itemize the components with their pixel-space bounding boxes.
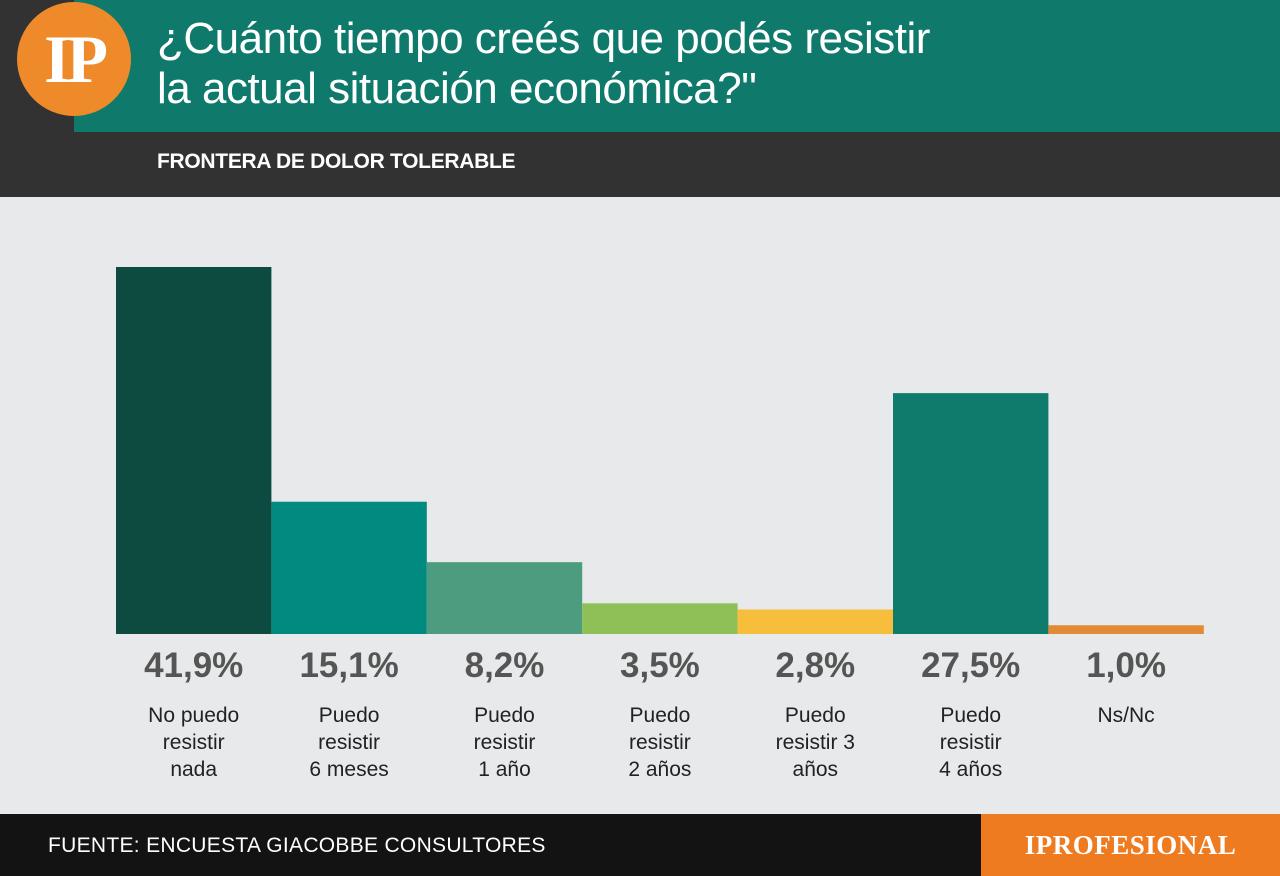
category-label-3-line-3: 1 año [478,758,531,781]
category-label-2-line-1: Puedo [319,704,380,727]
category-label-1-line-2: resistir [163,731,225,754]
category-label-4-line-1: Puedo [630,704,691,727]
chart-title-line-1: ¿Cuánto tiempo creés que podés resistir [157,14,930,63]
category-label-1-line-3: nada [170,758,217,781]
category-label-5-line-2: resistir 3 [776,731,855,754]
value-label-1: 41,9% [144,646,243,685]
source-note: FUENTE: ENCUESTA GIACOBBE CONSULTORES [48,834,546,857]
category-label-2-line-3: 6 meses [309,758,388,781]
category-label-6-line-2: resistir [940,731,1002,754]
chart-title-line-2: la actual situación económica?" [157,64,757,113]
iprofesional-logo: IPROFESIONAL [981,814,1280,876]
category-label-5-line-3: años [793,758,839,781]
value-label-2: 15,1% [299,646,398,685]
category-label-4-line-3: 2 años [628,758,691,781]
value-label-4: 3,5% [620,646,700,685]
category-label-6-line-3: 4 años [939,758,1002,781]
value-label-7: 1,0% [1086,646,1166,685]
category-label-2-line-2: resistir [318,731,380,754]
ip-logo: IP [17,2,131,116]
bar-3 [426,562,583,634]
category-label-3-line-2: resistir [474,731,536,754]
bar-1 [116,267,272,634]
chart-subtitle: FRONTERA DE DOLOR TOLERABLE [157,150,516,173]
bar-7 [1048,625,1204,634]
category-label-7-line-1: Ns/Nc [1098,704,1155,727]
category-label-1-line-1: No puedo [148,704,239,727]
value-label-6: 27,5% [921,646,1020,685]
bar-6 [893,393,1049,634]
footer: FUENTE: ENCUESTA GIACOBBE CONSULTORES IP… [0,814,1280,876]
title-band [74,0,1280,132]
bar-2 [271,501,427,634]
chart-title: ¿Cuánto tiempo creés que podés resistir … [157,14,1257,114]
bar-4 [582,603,738,634]
bar-chart: 41,9% No puedo resistir nada 15,1% Puedo resis… [116,267,1204,781]
bar-5 [737,609,893,634]
category-label-4-line-2: resistir [629,731,691,754]
value-label-3: 8,2% [465,646,545,685]
category-label-5-line-1: Puedo [785,704,846,727]
value-label-5: 2,8% [775,646,855,685]
category-label-3-line-1: Puedo [474,704,535,727]
category-label-6-line-1: Puedo [940,704,1001,727]
